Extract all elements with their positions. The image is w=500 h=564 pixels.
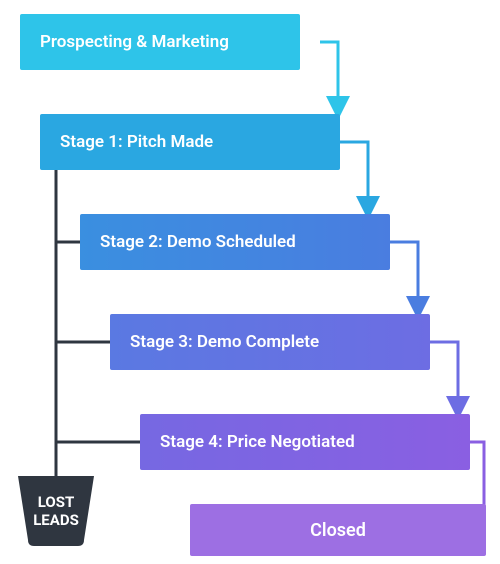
bucket-label-line1: LOST bbox=[38, 493, 75, 511]
stage-stage2: Stage 2: Demo Scheduled bbox=[80, 214, 390, 270]
stage-label: Stage 1: Pitch Made bbox=[60, 132, 213, 152]
bucket-label: LOST LEADS bbox=[33, 493, 79, 529]
stage-stage4: Stage 4: Price Negotiated bbox=[140, 414, 470, 470]
stage-stage3: Stage 3: Demo Complete bbox=[110, 314, 430, 370]
lost-leads-bucket: LOST LEADS bbox=[18, 476, 94, 546]
closed-box: Closed bbox=[190, 504, 486, 556]
stage-label: Prospecting & Marketing bbox=[40, 32, 229, 52]
bucket-label-line2: LEADS bbox=[33, 511, 79, 529]
stage-label: Stage 3: Demo Complete bbox=[130, 332, 319, 352]
stage-stage1: Stage 1: Pitch Made bbox=[40, 114, 340, 170]
stage-label: Stage 2: Demo Scheduled bbox=[100, 232, 296, 252]
closed-label: Closed bbox=[310, 520, 366, 541]
stage-prospecting: Prospecting & Marketing bbox=[20, 14, 300, 70]
stage-label: Stage 4: Price Negotiated bbox=[160, 432, 355, 452]
